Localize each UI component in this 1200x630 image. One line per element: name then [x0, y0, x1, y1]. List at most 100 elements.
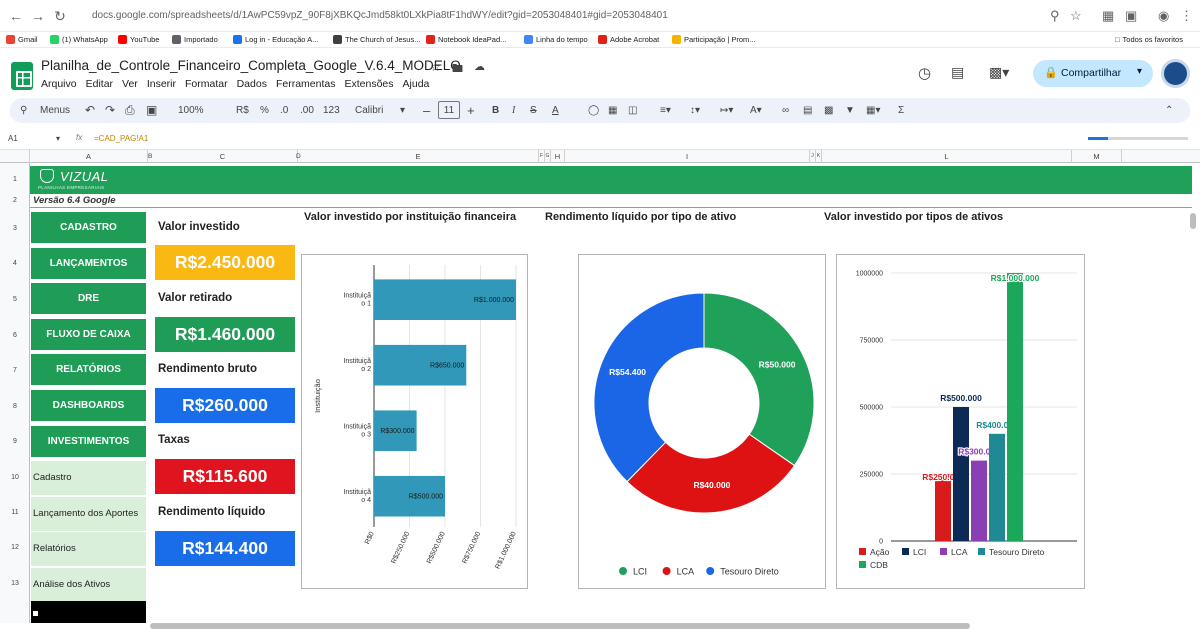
- bookmark-star-icon[interactable]: ☆: [1070, 8, 1082, 23]
- column-header[interactable]: H: [551, 150, 565, 163]
- column-header[interactable]: M: [1072, 150, 1122, 163]
- column-header[interactable]: J: [810, 150, 816, 163]
- puzzle-icon[interactable]: ▣: [1125, 8, 1138, 23]
- filter-icon[interactable]: ▼: [845, 105, 855, 116]
- strikethrough-icon[interactable]: S: [530, 105, 537, 116]
- column-header[interactable]: C: [148, 150, 298, 163]
- row-header[interactable]: 13: [11, 580, 19, 587]
- row-header[interactable]: 10: [11, 474, 19, 481]
- menu-3[interactable]: Ver: [122, 78, 138, 90]
- collapse-toolbar-icon[interactable]: ⌃: [1165, 105, 1174, 116]
- extension-icon[interactable]: ▦: [1102, 8, 1115, 23]
- percent-format-button[interactable]: %: [260, 105, 269, 116]
- row-header[interactable]: 2: [13, 197, 17, 204]
- zoom-select[interactable]: 100%: [178, 105, 204, 116]
- text-color-icon[interactable]: A: [552, 105, 559, 116]
- row-header[interactable]: 3: [13, 225, 17, 232]
- meet-icon[interactable]: ▩▾: [989, 64, 1010, 80]
- name-box[interactable]: A1: [8, 134, 18, 143]
- row-header[interactable]: 12: [11, 544, 19, 551]
- name-box-dropdown-icon[interactable]: ▾: [56, 134, 61, 143]
- row-header[interactable]: 1: [13, 176, 17, 183]
- column-header[interactable]: K: [816, 150, 822, 163]
- horizontal-scrollbar[interactable]: [150, 623, 970, 629]
- asset-type-bar-chart[interactable]: 0 250000 500000 750000 1000000 R$250.000 R$500…: [836, 254, 1085, 589]
- column-header[interactable]: L: [822, 150, 1072, 163]
- back-icon[interactable]: ←: [9, 8, 23, 24]
- menu-6[interactable]: Dados: [236, 78, 267, 90]
- star-icon[interactable]: ☆: [430, 60, 441, 74]
- menu-7[interactable]: Ferramentas: [275, 78, 336, 90]
- nav-lan-amentos[interactable]: LANÇAMENTOS: [31, 247, 146, 279]
- menu-8[interactable]: Extensões: [344, 78, 394, 90]
- bookmark-item[interactable]: Gmail: [6, 35, 38, 44]
- align-vertical-icon[interactable]: ↕▾: [690, 105, 701, 116]
- avatar[interactable]: [1161, 59, 1190, 88]
- functions-icon[interactable]: Σ: [898, 105, 905, 116]
- more-icon[interactable]: ⋮: [1180, 8, 1193, 23]
- bookmark-item[interactable]: The Church of Jesus...: [333, 35, 420, 44]
- profile-icon[interactable]: ◉: [1158, 8, 1170, 23]
- menu-2[interactable]: Editar: [85, 78, 114, 90]
- zoom-icon[interactable]: ⚲: [1050, 8, 1060, 23]
- font-size-decrease[interactable]: –: [423, 103, 431, 118]
- nav-sub-item[interactable]: Relatórios: [31, 532, 146, 566]
- history-icon[interactable]: ◷: [918, 65, 932, 82]
- font-size-input[interactable]: 11: [438, 101, 460, 119]
- column-header[interactable]: F: [539, 150, 545, 163]
- print-icon[interactable]: ⎙: [125, 103, 135, 117]
- all-bookmarks[interactable]: □ Todos os favoritos: [1115, 35, 1183, 44]
- bookmark-item[interactable]: Importado: [172, 35, 218, 44]
- decrease-decimal-button[interactable]: .0: [280, 105, 289, 116]
- menu-9[interactable]: Ajuda: [402, 78, 430, 90]
- currency-format-button[interactable]: R$: [236, 105, 249, 116]
- net-yield-donut-chart[interactable]: R$50.000 R$40.000 R$54.400 LCI LCA Tesouro Di…: [578, 254, 826, 589]
- institution-bar-chart[interactable]: R$0 R$250.000 R$500.000 R$750.000 R$1.000.00…: [301, 254, 528, 589]
- nav-dashboards[interactable]: DASHBOARDS: [31, 390, 146, 421]
- bookmark-item[interactable]: (1) WhatsApp: [50, 35, 108, 44]
- bookmark-item[interactable]: Linha do tempo: [524, 35, 588, 44]
- share-dropdown-icon[interactable]: ▾: [1137, 66, 1143, 77]
- fill-color-icon[interactable]: ◯: [588, 105, 600, 116]
- vertical-scrollbar[interactable]: [1190, 213, 1196, 229]
- nav-sub-item[interactable]: Lançamento dos Aportes: [31, 496, 146, 531]
- bookmark-item[interactable]: Adobe Acrobat: [598, 35, 659, 44]
- insert-comment-icon[interactable]: ▤: [803, 105, 813, 116]
- formula-input[interactable]: =CAD_PAG!A1: [94, 134, 149, 143]
- bookmark-item[interactable]: Participação | Prom...: [672, 35, 756, 44]
- paint-format-icon[interactable]: ▣: [146, 103, 158, 117]
- text-rotation-icon[interactable]: A▾: [750, 105, 762, 116]
- filter-views-icon[interactable]: ▦▾: [866, 105, 881, 116]
- forward-icon[interactable]: →: [31, 8, 45, 24]
- nav-cadastro[interactable]: CADASTRO: [31, 212, 146, 243]
- nav-fluxo-de-caixa[interactable]: FLUXO DE CAIXA: [31, 318, 146, 350]
- redo-icon[interactable]: ↷: [105, 103, 116, 117]
- text-wrap-icon[interactable]: ↦▾: [720, 105, 734, 116]
- font-size-increase[interactable]: +: [467, 103, 475, 118]
- row-header[interactable]: 5: [13, 296, 17, 303]
- menu-4[interactable]: Inserir: [146, 78, 176, 90]
- column-header[interactable]: B: [148, 153, 153, 160]
- bookmark-item[interactable]: YouTube: [118, 35, 159, 44]
- select-all-corner[interactable]: [0, 150, 30, 163]
- column-header[interactable]: I: [565, 150, 810, 163]
- row-header[interactable]: 6: [13, 332, 17, 339]
- bookmark-item[interactable]: Log in - Educação A...: [233, 35, 318, 44]
- row-header[interactable]: 7: [13, 367, 17, 374]
- more-formats-button[interactable]: 123: [323, 105, 340, 116]
- menu-1[interactable]: Arquivo: [41, 78, 77, 90]
- increase-decimal-button[interactable]: .00: [300, 105, 314, 116]
- document-title[interactable]: Planilha_de_Controle_Financeiro_Completa…: [41, 58, 461, 73]
- reload-icon[interactable]: ↻: [54, 8, 66, 24]
- menu-5[interactable]: Formatar: [185, 78, 228, 90]
- nav-relat-rios[interactable]: RELATÓRIOS: [31, 354, 146, 386]
- merge-cells-icon[interactable]: ◫: [628, 105, 638, 116]
- column-header[interactable]: D: [296, 153, 301, 160]
- insert-chart-icon[interactable]: ▩: [824, 105, 834, 116]
- column-header[interactable]: G: [545, 150, 551, 163]
- column-header[interactable]: E: [298, 150, 539, 163]
- nav-investimentos[interactable]: INVESTIMENTOS: [31, 425, 146, 457]
- sheets-logo-icon[interactable]: [11, 62, 33, 90]
- chevron-down-icon[interactable]: ▾: [400, 105, 406, 116]
- folder-icon[interactable]: 🖿: [452, 63, 463, 75]
